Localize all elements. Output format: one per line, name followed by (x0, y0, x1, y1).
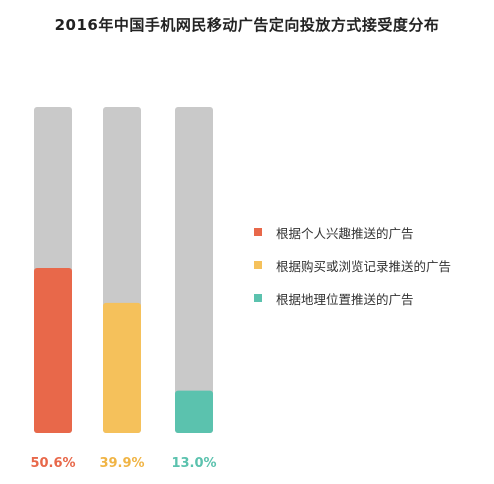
bar-location (175, 390, 213, 433)
legend-swatch-location (254, 294, 262, 302)
legend: 根据个人兴趣推送的广告 根据购买或浏览记录推送的广告 根据地理位置推送的广告 (254, 222, 451, 321)
bar-track-location (175, 107, 213, 433)
legend-item-interest: 根据个人兴趣推送的广告 (254, 222, 451, 242)
bar-purchase (103, 302, 141, 433)
legend-label-interest: 根据个人兴趣推送的广告 (276, 225, 414, 241)
value-label-purchase: 39.9% (99, 456, 145, 471)
legend-label-location: 根据地理位置推送的广告 (276, 291, 414, 307)
legend-item-location: 根据地理位置推送的广告 (254, 288, 451, 308)
value-label-location: 13.0% (171, 456, 217, 471)
legend-swatch-purchase (254, 261, 262, 269)
bar-interest (34, 268, 72, 433)
chart-title: 2016年中国手机网民移动广告定向投放方式接受度分布 (54, 16, 440, 34)
legend-swatch-interest (254, 228, 262, 236)
legend-item-purchase: 根据购买或浏览记录推送的广告 (254, 255, 451, 275)
legend-label-purchase: 根据购买或浏览记录推送的广告 (276, 258, 452, 274)
value-label-interest: 50.6% (30, 456, 76, 471)
